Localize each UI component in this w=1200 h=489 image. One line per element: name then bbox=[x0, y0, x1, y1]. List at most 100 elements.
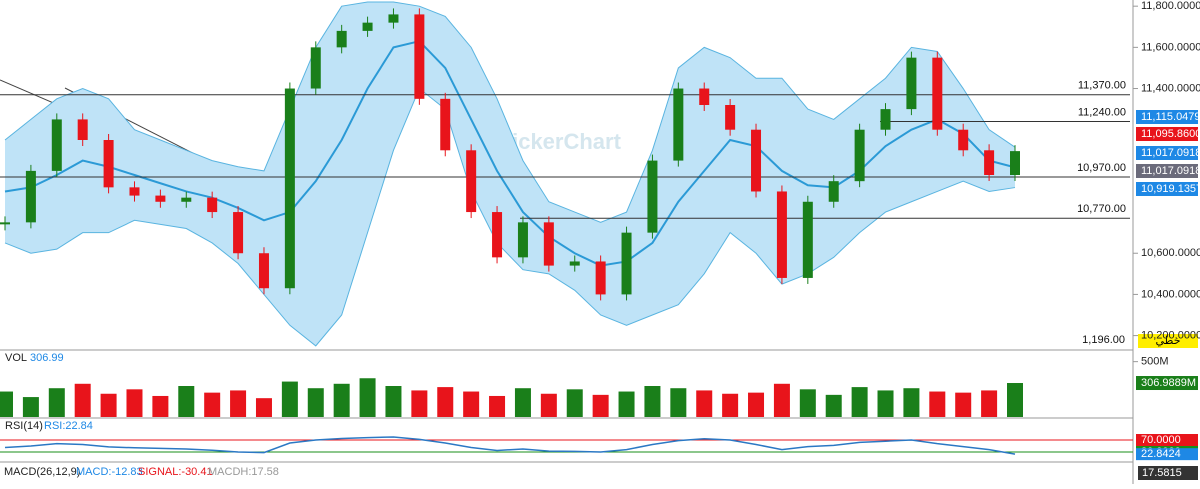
candle-body bbox=[751, 129, 762, 192]
volume-bar bbox=[851, 387, 868, 417]
volume-bar bbox=[437, 387, 454, 417]
price-tag bbox=[1136, 164, 1198, 178]
level-label: 11,240.00 bbox=[1078, 106, 1126, 118]
candle-body bbox=[880, 109, 891, 130]
volume-bar bbox=[489, 395, 506, 417]
vol-title: VOL bbox=[5, 352, 27, 364]
level-label: 10,970.00 bbox=[1077, 162, 1126, 174]
volume-bar bbox=[514, 388, 531, 417]
y-tick-label: 500M bbox=[1141, 356, 1169, 368]
price-tag bbox=[1136, 146, 1198, 160]
macd-hist: MACDH:17.58 bbox=[208, 466, 279, 478]
candle-body bbox=[129, 187, 140, 196]
volume-bar bbox=[696, 390, 713, 417]
macd-title: MACD(26,12,9) bbox=[4, 466, 80, 478]
price-tag-label: 11,017.0918 bbox=[1141, 165, 1200, 177]
volume-bar bbox=[981, 390, 998, 417]
candle-body bbox=[854, 129, 865, 182]
candle-body bbox=[517, 222, 528, 258]
macd-value: MACD:-12.83 bbox=[76, 466, 143, 478]
candle-body bbox=[284, 88, 295, 289]
rsi-title: RSI(14) bbox=[5, 420, 43, 432]
scale-mode[interactable]: خطي bbox=[1156, 335, 1181, 347]
volume-bar bbox=[670, 388, 687, 417]
candle-body bbox=[776, 191, 787, 278]
band-middle bbox=[4, 40, 1016, 267]
volume-bar bbox=[1007, 383, 1023, 417]
volume-bar bbox=[411, 390, 428, 417]
volume-bar bbox=[100, 393, 117, 417]
candle-body bbox=[1010, 151, 1020, 175]
candle-body bbox=[906, 57, 917, 110]
volume-bar bbox=[126, 389, 143, 417]
candle-body bbox=[207, 197, 218, 213]
volume-bar bbox=[540, 393, 557, 417]
level-label: 11,370.00 bbox=[1078, 80, 1126, 92]
candle-body bbox=[569, 261, 580, 266]
volume-bar bbox=[307, 388, 324, 417]
price-tag bbox=[1136, 110, 1198, 124]
volume-bar bbox=[204, 392, 221, 417]
candle-body bbox=[51, 119, 62, 171]
price-tag-label: 70.0000 bbox=[1141, 434, 1181, 446]
volume-bar bbox=[903, 388, 920, 417]
candle-body bbox=[310, 47, 321, 89]
candle-body bbox=[414, 14, 425, 99]
volume-bar bbox=[74, 383, 91, 417]
volume-bar bbox=[799, 389, 816, 417]
volume-bar bbox=[48, 388, 65, 417]
rsi-last: RSI:22.84 bbox=[44, 420, 93, 432]
scale-mode-tag[interactable] bbox=[1138, 334, 1198, 348]
candle-body bbox=[233, 212, 244, 254]
candle-body bbox=[181, 197, 192, 202]
candle-body bbox=[932, 57, 943, 130]
price-tag bbox=[1136, 434, 1198, 446]
price-tag-label: 306.9889M bbox=[1141, 377, 1196, 389]
price-tag bbox=[1136, 182, 1198, 196]
candle-body bbox=[673, 88, 684, 161]
price-tag-label: 10,919.1357 bbox=[1141, 183, 1200, 195]
price-tag bbox=[1136, 127, 1198, 141]
candle-body bbox=[103, 140, 114, 188]
volume-bar bbox=[877, 390, 894, 417]
candle-body bbox=[466, 150, 477, 213]
vol-last: 306.99 bbox=[30, 352, 64, 364]
volume-bar bbox=[644, 386, 661, 417]
volume-bar bbox=[359, 378, 376, 417]
band-fill bbox=[5, 2, 1015, 346]
volume-bar bbox=[22, 397, 39, 417]
y-tick-label: 11,600.0000 bbox=[1141, 41, 1200, 53]
candle-body bbox=[440, 98, 451, 151]
volume-bar bbox=[178, 386, 195, 417]
y-tick-label: 10,200.0000 bbox=[1141, 329, 1200, 341]
candle-body bbox=[77, 119, 88, 140]
y-tick-label: 10,600.0000 bbox=[1141, 247, 1200, 259]
volume-bar bbox=[333, 383, 350, 417]
candle-body bbox=[388, 14, 399, 23]
candle-body bbox=[336, 30, 347, 48]
volume-bar bbox=[463, 391, 480, 417]
volume-bar bbox=[230, 390, 247, 417]
price-tag bbox=[1136, 448, 1198, 461]
candle-body bbox=[647, 160, 658, 233]
volume-bar bbox=[955, 392, 972, 417]
volume-bar bbox=[566, 389, 583, 417]
candle-body bbox=[725, 105, 736, 130]
band-upper bbox=[4, 1, 1016, 223]
y-tick-label: 11,800.0000 bbox=[1141, 0, 1200, 12]
volume-bar bbox=[929, 391, 946, 417]
candle-body bbox=[984, 150, 995, 175]
candle-body bbox=[621, 232, 632, 295]
candle-body bbox=[828, 181, 839, 202]
price-tag-label: 11,017.0918 bbox=[1141, 147, 1200, 159]
candle-body bbox=[543, 222, 554, 266]
candle-body bbox=[802, 201, 813, 278]
volume-bar bbox=[722, 393, 739, 417]
y-tick-label: 10,400.0000 bbox=[1141, 288, 1200, 300]
rsi-line bbox=[4, 436, 1016, 455]
bottom-label: 1,196.00 bbox=[1082, 334, 1125, 346]
price-tag-label: 11,095.8600 bbox=[1141, 128, 1200, 140]
candle-body bbox=[362, 22, 373, 31]
volume-bar bbox=[385, 386, 402, 417]
